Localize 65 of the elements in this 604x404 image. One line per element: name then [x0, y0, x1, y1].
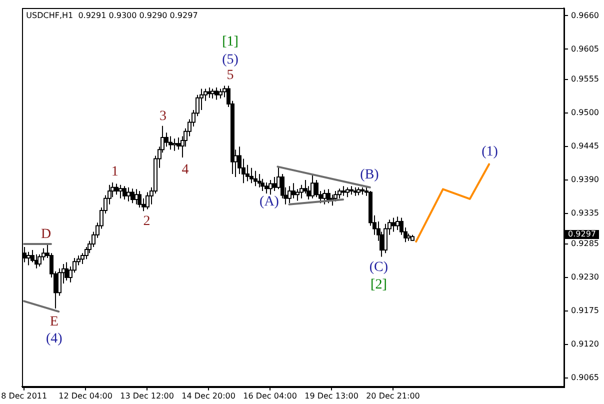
- x-tick-label: 13 Dec 12:00: [120, 391, 174, 400]
- candlestick: [392, 217, 396, 232]
- candlestick: [346, 186, 350, 198]
- candlestick: [322, 189, 326, 205]
- y-tick-label: 0.9230: [571, 272, 600, 282]
- chart-title: USDCHF,H1 0.9291 0.9300 0.9290 0.9297: [26, 10, 198, 20]
- x-tick-label: 16 Dec 04:00: [243, 391, 297, 400]
- candlestick: [126, 186, 130, 202]
- candlestick: [260, 178, 264, 192]
- candlestick: [118, 184, 122, 199]
- candlestick: [164, 132, 168, 148]
- x-tick-label: 20 Dec 21:00: [366, 391, 420, 400]
- annotation: 2: [143, 214, 150, 229]
- candlestick: [134, 188, 138, 205]
- y-tick-label: 0.9500: [571, 108, 600, 118]
- candlestick: [172, 138, 176, 152]
- y-tick-label: 0.9390: [571, 175, 600, 184]
- annotation: (A): [260, 194, 280, 210]
- y-tick-label: 0.9605: [571, 44, 600, 54]
- annotation: 3: [160, 108, 167, 124]
- y-tick-label: 0.9065: [571, 372, 600, 382]
- candlestick: [300, 184, 304, 199]
- y-tick-label: 0.9335: [571, 208, 600, 218]
- candlestick: [350, 186, 354, 196]
- y-tick-label: 0.9445: [571, 142, 600, 151]
- annotation: [2]: [370, 278, 387, 293]
- candlestick: [272, 176, 276, 192]
- y-tick-label: 0.9175: [571, 306, 600, 315]
- candlestick: [338, 188, 342, 199]
- candlestick: [146, 192, 150, 210]
- annotation: D: [40, 226, 52, 242]
- annotation: (1): [482, 144, 498, 160]
- annotation: 4: [182, 162, 189, 178]
- y-tick-label: 0.9555: [571, 74, 600, 84]
- x-tick-label: 8 Dec 2011: [1, 391, 48, 400]
- x-tick-label: 19 Dec 13:00: [304, 391, 358, 400]
- x-tick-label: 12 Dec 04:00: [58, 391, 112, 400]
- candlestick: [114, 183, 118, 196]
- annotation: (C): [369, 260, 388, 276]
- annotation: E: [50, 314, 58, 330]
- candlestick: [288, 186, 292, 204]
- candlestick: [296, 188, 300, 202]
- candlestick: [342, 186, 346, 196]
- x-tick-label: 14 Dec 20:00: [182, 391, 236, 400]
- candlestick: [254, 170, 258, 187]
- candlestick: [292, 182, 296, 199]
- candlestick: [64, 262, 68, 281]
- annotation: 1: [111, 164, 118, 180]
- candlestick: [268, 180, 272, 196]
- annotation: (4): [46, 331, 63, 346]
- y-tick-label: 0.9660: [571, 10, 600, 20]
- y-tick-label: 0.9120: [571, 339, 600, 348]
- candlestick: [26, 251, 30, 266]
- candlestick: [176, 136, 180, 150]
- y-tick-label: 0.9285: [571, 239, 600, 248]
- candlestick: [396, 216, 400, 230]
- annotation: (5): [222, 52, 239, 68]
- candlestick: [310, 174, 314, 199]
- annotation: (B): [360, 167, 380, 182]
- annotation: [1]: [222, 34, 238, 50]
- candlestick: [250, 167, 254, 184]
- candlestick: [168, 136, 172, 150]
- candlestick: [356, 186, 360, 196]
- annotation: 5: [226, 68, 234, 83]
- text: 0.9297: [568, 230, 596, 239]
